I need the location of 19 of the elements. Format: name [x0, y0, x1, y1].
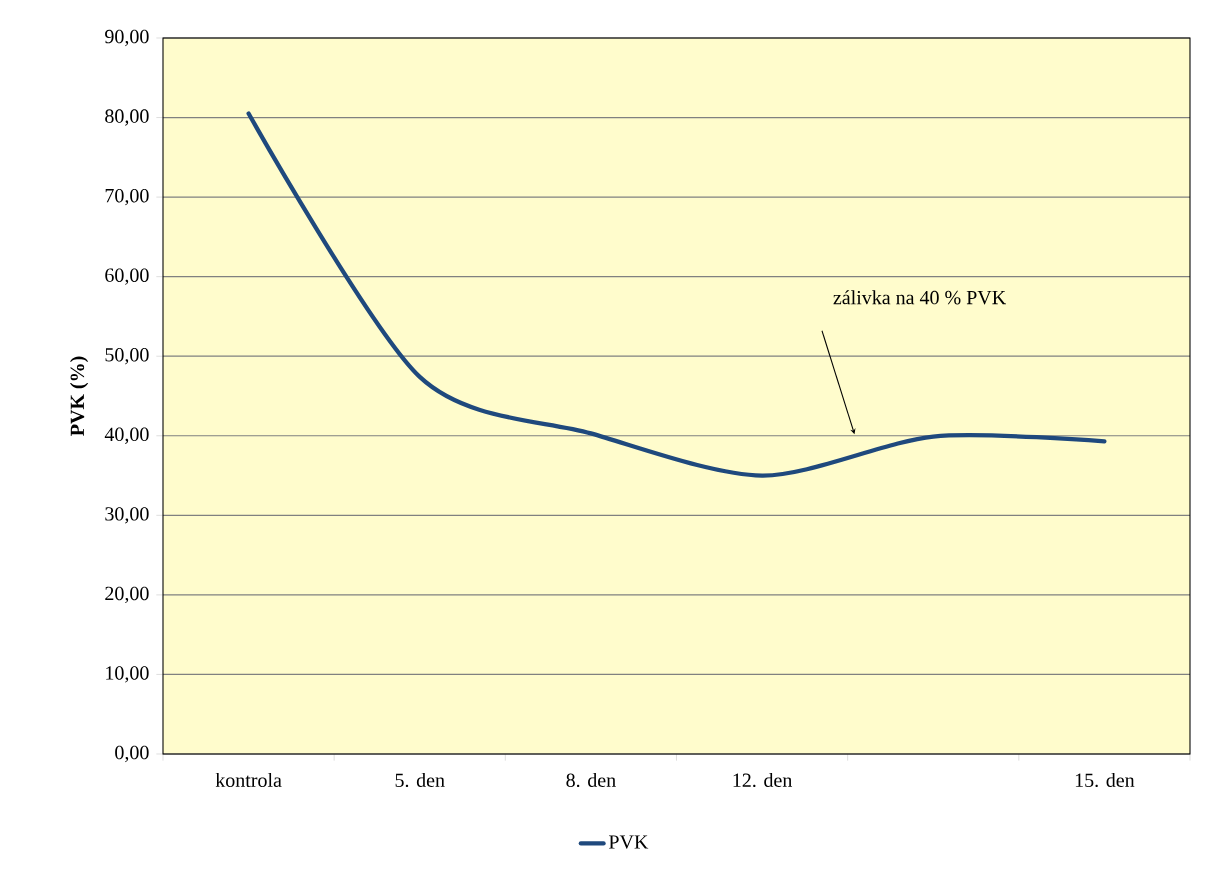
- x-tick-label: 8. den: [566, 772, 616, 788]
- y-tick-label: 0,00: [115, 745, 149, 763]
- y-tick-label: 10,00: [106, 666, 149, 683]
- y-tick-label: 30,00: [105, 507, 149, 524]
- x-tick-label: 5. den: [395, 772, 445, 788]
- annotation: zálivka na 40 % PVK: [833, 290, 1006, 305]
- y-tick-label: 90,00: [105, 29, 149, 47]
- y-tick-label: 80,00: [105, 109, 149, 126]
- legend-label: PVK: [608, 835, 649, 849]
- y-tick-label: 40,00: [104, 427, 149, 444]
- y-tick-label: 50,00: [105, 348, 149, 365]
- line-series: [246, 111, 1107, 478]
- x-tick-label: 15. den: [1075, 772, 1135, 788]
- x-tick-label: 12. den: [733, 772, 793, 788]
- y-tick-label: 70,00: [105, 188, 149, 206]
- y-tick-label: 60,00: [105, 268, 149, 285]
- y-tick-label: 20,00: [105, 586, 149, 604]
- y-axis-title: PVK (%): [70, 356, 89, 436]
- x-tick-label: kontrola: [215, 772, 282, 787]
